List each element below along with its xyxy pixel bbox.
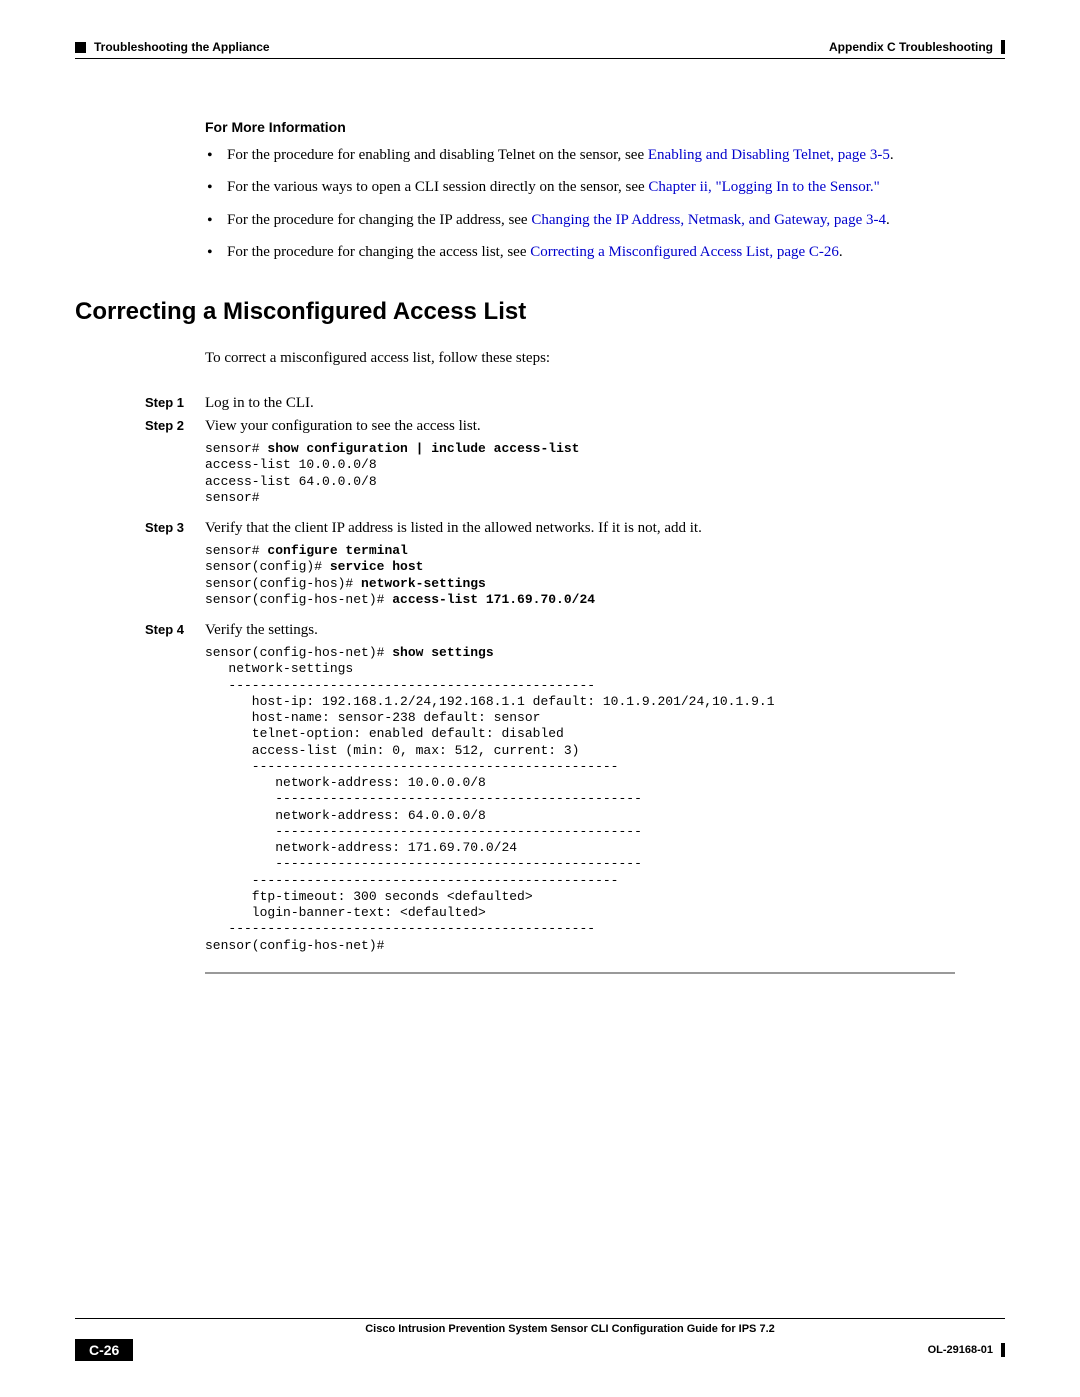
command: configure terminal <box>267 543 407 558</box>
li-pre: For the procedure for changing the acces… <box>227 244 530 260</box>
prompt: sensor# <box>205 441 267 456</box>
page-number-badge: C-26 <box>75 1339 133 1361</box>
command: network-settings <box>361 576 486 591</box>
li-pre: For the procedure for enabling and disab… <box>227 147 648 163</box>
command: access-list 171.69.70.0/24 <box>392 592 595 607</box>
header-left-text: Troubleshooting the Appliance <box>94 40 270 54</box>
code-block-2: sensor# configure terminal sensor(config… <box>205 543 975 608</box>
end-rule <box>205 972 955 974</box>
step-text: View your configuration to see the acces… <box>205 418 975 435</box>
section-title: Correcting a Misconfigured Access List <box>75 298 975 326</box>
li-pre: For the procedure for changing the IP ad… <box>227 212 531 228</box>
link-ip-address[interactable]: Changing the IP Address, Netmask, and Ga… <box>531 212 886 228</box>
step-text: Verify that the client IP address is lis… <box>205 520 975 537</box>
footer-bar-icon <box>1001 1343 1005 1357</box>
list-item: For the procedure for changing the IP ad… <box>227 210 975 230</box>
step-2: Step 2 View your configuration to see th… <box>205 418 975 435</box>
section-intro: To correct a misconfigured access list, … <box>205 350 975 367</box>
output: access-list 10.0.0.0/8 <box>205 457 377 472</box>
header-bar-icon <box>1001 40 1005 54</box>
for-more-info-heading: For More Information <box>205 119 975 135</box>
step-3: Step 3 Verify that the client IP address… <box>205 520 975 537</box>
list-item: For the procedure for enabling and disab… <box>227 145 975 165</box>
header-square-icon <box>75 42 86 53</box>
info-list: For the procedure for enabling and disab… <box>205 145 975 262</box>
prompt: sensor(config-hos-net)# <box>205 645 392 660</box>
step-text: Log in to the CLI. <box>205 395 975 412</box>
list-item: For the various ways to open a CLI sessi… <box>227 177 975 197</box>
step-label: Step 3 <box>145 520 205 535</box>
link-logging-in[interactable]: Chapter ii, "Logging In to the Sensor." <box>648 179 879 195</box>
step-4: Step 4 Verify the settings. <box>205 622 975 639</box>
footer-doc-id: OL-29168-01 <box>928 1344 993 1356</box>
step-label: Step 2 <box>145 418 205 433</box>
page-footer: Cisco Intrusion Prevention System Sensor… <box>75 1318 1005 1361</box>
command: show configuration | include access-list <box>267 441 579 456</box>
li-pre: For the various ways to open a CLI sessi… <box>227 179 648 195</box>
footer-rule <box>75 1318 1005 1319</box>
page-header: Troubleshooting the Appliance Appendix C… <box>75 40 1005 54</box>
step-text: Verify the settings. <box>205 622 975 639</box>
header-right-text: Appendix C Troubleshooting <box>829 40 993 54</box>
code-block-3: sensor(config-hos-net)# show settings ne… <box>205 645 975 954</box>
output: network-settings -----------------------… <box>205 661 775 952</box>
command: service host <box>330 559 424 574</box>
output: sensor# <box>205 490 260 505</box>
command: show settings <box>392 645 493 660</box>
li-post: . <box>890 147 894 163</box>
prompt: sensor(config-hos)# <box>205 576 361 591</box>
code-block-1: sensor# show configuration | include acc… <box>205 441 975 506</box>
header-rule <box>75 58 1005 59</box>
prompt: sensor# <box>205 543 267 558</box>
li-post: . <box>886 212 890 228</box>
link-access-list[interactable]: Correcting a Misconfigured Access List, … <box>530 244 839 260</box>
li-post: . <box>839 244 843 260</box>
step-label: Step 4 <box>145 622 205 637</box>
list-item: For the procedure for changing the acces… <box>227 242 975 262</box>
link-telnet[interactable]: Enabling and Disabling Telnet, page 3-5 <box>648 147 890 163</box>
output: access-list 64.0.0.0/8 <box>205 474 377 489</box>
footer-guide-title: Cisco Intrusion Prevention System Sensor… <box>75 1323 1005 1335</box>
prompt: sensor(config-hos-net)# <box>205 592 392 607</box>
step-label: Step 1 <box>145 395 205 410</box>
prompt: sensor(config)# <box>205 559 330 574</box>
step-1: Step 1 Log in to the CLI. <box>205 395 975 412</box>
